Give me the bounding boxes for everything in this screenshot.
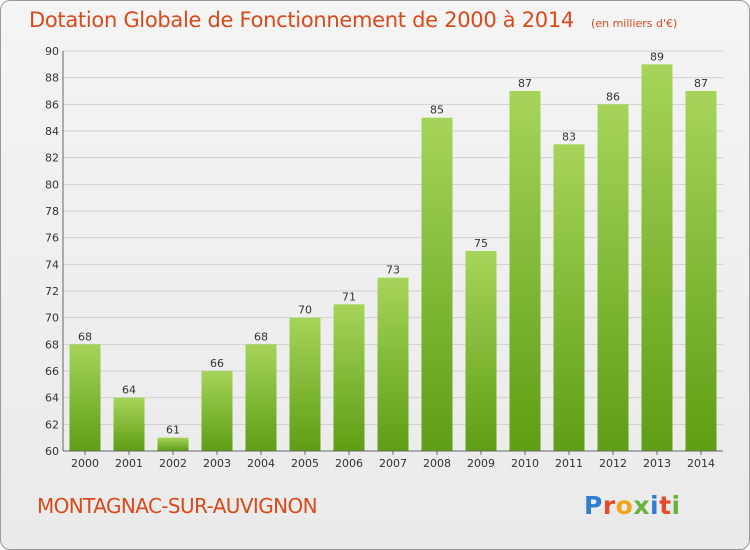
bars: 68 64 61 66 68 70 71 73 85 75 87 83 86 89 87	[69, 50, 717, 452]
y-tick-label: 64	[45, 392, 59, 405]
bar	[113, 397, 145, 451]
bar	[553, 144, 585, 452]
y-tick-label: 74	[45, 258, 59, 271]
x-tick-label: 2005	[291, 457, 319, 470]
x-tick-label: 2004	[247, 457, 275, 470]
y-tick-label: 66	[45, 365, 59, 378]
chart-title: Dotation Globale de Fonctionnement de 20…	[29, 8, 574, 32]
x-tick-label: 2007	[379, 457, 407, 470]
bar	[245, 344, 277, 451]
y-tick-label: 90	[45, 45, 59, 58]
data-label: 87	[694, 77, 708, 90]
y-tick-label: 80	[45, 178, 59, 191]
y-tick-label: 68	[45, 338, 59, 351]
bar	[641, 64, 673, 452]
data-label: 61	[166, 424, 180, 437]
data-label: 66	[210, 357, 224, 370]
y-tick-label: 84	[45, 125, 59, 138]
x-tick-label: 2006	[335, 457, 363, 470]
commune-name: MONTAGNAC-SUR-AUVIGNON	[37, 494, 318, 518]
x-tick-label: 2013	[643, 457, 671, 470]
x-tick-label: 2000	[71, 457, 99, 470]
data-label: 86	[606, 90, 620, 103]
y-tick-label: 78	[45, 205, 59, 218]
proxiti-logo: Proxiti	[584, 491, 681, 520]
x-tick-label: 2003	[203, 457, 231, 470]
bar	[421, 117, 453, 452]
data-label: 75	[474, 237, 488, 250]
x-tick-label: 2001	[115, 457, 143, 470]
bar	[597, 104, 629, 451]
bar	[157, 437, 189, 451]
y-tick-label: 72	[45, 285, 59, 298]
y-tick-label: 86	[45, 98, 59, 111]
data-label: 70	[298, 304, 312, 317]
data-label: 68	[78, 330, 92, 343]
data-label: 87	[518, 77, 532, 90]
x-tick-label: 2012	[599, 457, 627, 470]
x-tick-label: 2011	[555, 457, 583, 470]
chart-subtitle: (en milliers d'€)	[591, 17, 678, 30]
bar	[509, 91, 541, 451]
data-label: 68	[254, 330, 268, 343]
data-label: 83	[562, 130, 576, 143]
data-label: 73	[386, 264, 400, 277]
y-tick-label: 88	[45, 72, 59, 85]
y-tick-label: 60	[45, 445, 59, 458]
x-tick-label: 2009	[467, 457, 495, 470]
bar	[69, 344, 101, 451]
bar	[465, 251, 497, 451]
x-tick-label: 2002	[159, 457, 187, 470]
y-tick-label: 70	[45, 312, 59, 325]
x-tick-label: 2014	[687, 457, 715, 470]
y-tick-label: 82	[45, 152, 59, 165]
bar	[333, 304, 365, 451]
y-tick-label: 76	[45, 232, 59, 245]
chart-title-row: Dotation Globale de Fonctionnement de 20…	[29, 8, 677, 32]
data-label: 71	[342, 290, 356, 303]
bar	[377, 277, 409, 451]
bar	[201, 371, 233, 451]
data-label: 85	[430, 104, 444, 117]
x-tick-label: 2010	[511, 457, 539, 470]
data-label: 89	[650, 50, 664, 63]
axes: 60 62 64 66 68 70 72 74 76 78 80 82 84 86 88 90 2000 2001…	[45, 45, 723, 470]
bar	[685, 91, 717, 451]
y-tick-label: 62	[45, 418, 59, 431]
data-label: 64	[122, 384, 136, 397]
x-tick-label: 2008	[423, 457, 451, 470]
bar	[289, 317, 321, 451]
